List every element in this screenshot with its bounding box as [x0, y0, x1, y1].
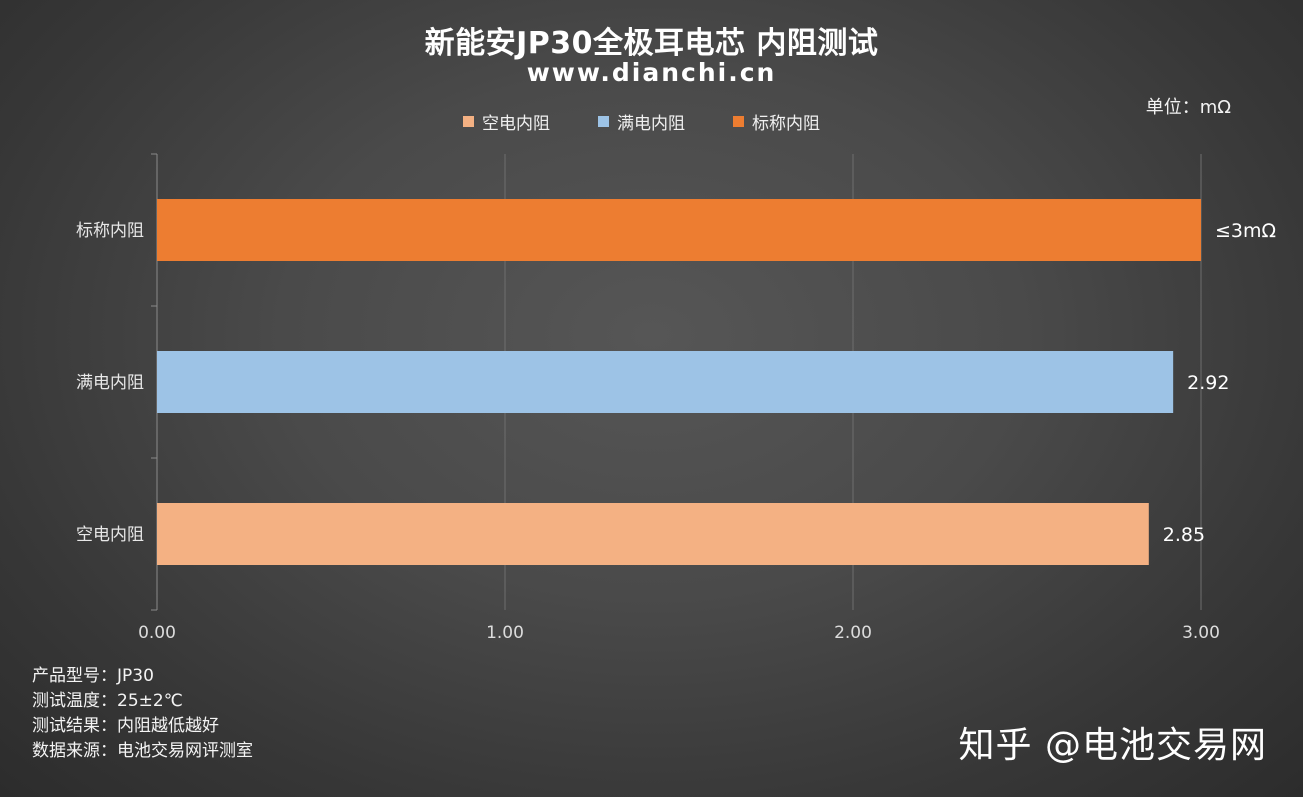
- chart-subtitle: www.dianchi.cn: [526, 58, 777, 87]
- info-line-result: 测试结果：内阻越低越好: [32, 716, 219, 736]
- chart-title: 新能安JP30全极耳电芯 内阻测试: [424, 26, 879, 61]
- legend-item-full: 满电内阻: [598, 109, 685, 134]
- x-tick-label: 2.00: [834, 623, 872, 643]
- info-block: 产品型号：JP30 测试温度：25±2℃ 测试结果：内阻越低越好 数据来源：电池…: [32, 664, 253, 764]
- legend-item-nominal: 标称内阻: [733, 109, 820, 134]
- category-label: 标称内阻: [76, 221, 144, 241]
- bar: [157, 503, 1149, 565]
- legend-label: 标称内阻: [752, 114, 820, 134]
- bar: [157, 199, 1201, 261]
- legend-label: 满电内阻: [617, 114, 685, 134]
- data-label: 2.92: [1187, 372, 1229, 394]
- unit-label: 单位：mΩ: [1145, 97, 1231, 118]
- x-tick-label: 1.00: [486, 623, 524, 643]
- info-line-model: 产品型号：JP30: [32, 666, 154, 686]
- category-label: 满电内阻: [76, 373, 144, 393]
- x-tick-label: 3.00: [1182, 623, 1220, 643]
- bar: [157, 351, 1174, 413]
- category-label: 空电内阻: [76, 525, 144, 545]
- data-label: 2.85: [1163, 524, 1205, 546]
- legend: 空电内阻 满电内阻 标称内阻: [463, 109, 820, 134]
- legend-label: 空电内阻: [482, 114, 550, 134]
- info-line-temperature: 测试温度：25±2℃: [32, 691, 183, 711]
- legend-swatch: [733, 116, 744, 127]
- info-line-source: 数据来源：电池交易网评测室: [32, 741, 253, 761]
- watermark: 知乎 @电池交易网: [958, 725, 1267, 766]
- legend-swatch: [463, 116, 474, 127]
- x-tick-label: 0.00: [138, 623, 176, 643]
- legend-swatch: [598, 116, 609, 127]
- legend-item-empty: 空电内阻: [463, 109, 550, 134]
- data-label: ≤3mΩ: [1215, 220, 1276, 242]
